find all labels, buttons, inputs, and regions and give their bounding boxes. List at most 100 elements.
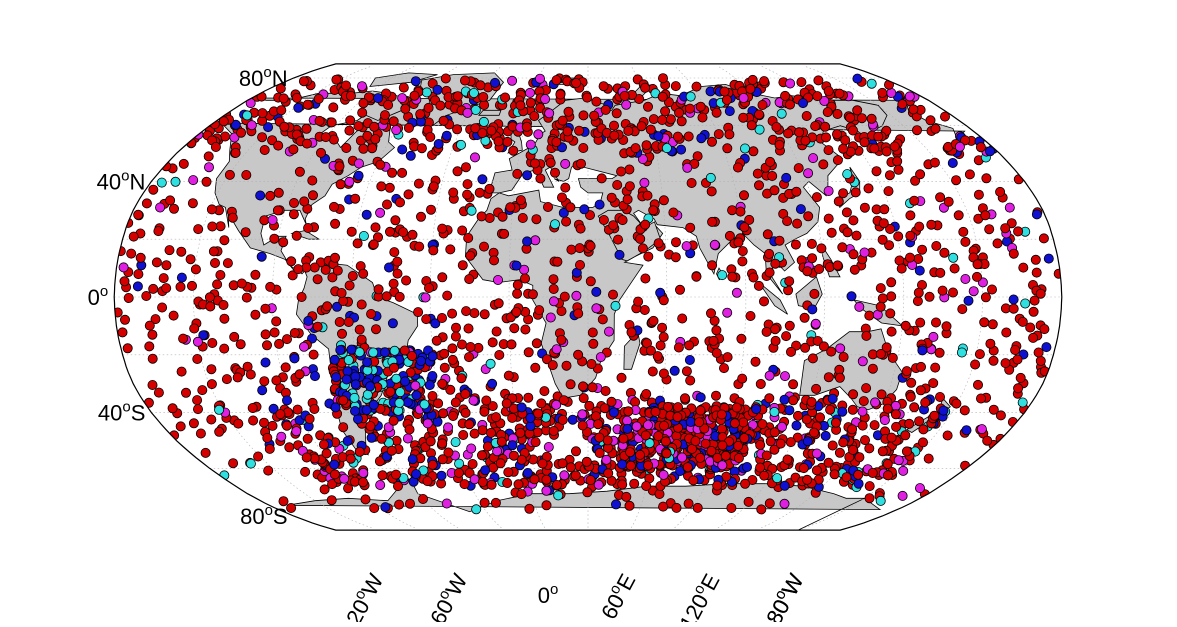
station-marker-red xyxy=(144,320,155,331)
station-marker-red xyxy=(576,158,587,169)
station-marker-blue xyxy=(807,304,818,315)
station-marker-cyan xyxy=(769,406,780,417)
station-marker-magenta xyxy=(785,78,796,89)
station-marker-red xyxy=(573,308,584,319)
station-marker-red xyxy=(257,108,268,119)
station-marker-cyan xyxy=(661,143,672,154)
station-marker-red xyxy=(695,452,706,463)
station-marker-magenta xyxy=(339,473,350,484)
station-marker-magenta xyxy=(540,94,551,105)
station-marker-blue xyxy=(676,144,687,155)
station-marker-red xyxy=(312,321,323,332)
station-marker-cyan xyxy=(421,87,432,98)
station-marker-blue xyxy=(1031,209,1042,220)
station-marker-blue xyxy=(257,385,268,396)
station-marker-red xyxy=(530,362,541,373)
station-marker-red xyxy=(790,239,801,250)
station-marker-red xyxy=(979,317,990,328)
station-marker-red xyxy=(435,100,446,111)
station-marker-red xyxy=(319,484,330,495)
station-marker-red xyxy=(273,187,284,198)
station-marker-red xyxy=(987,319,998,330)
station-marker-red xyxy=(958,226,969,237)
station-marker-red xyxy=(257,132,268,143)
station-marker-red xyxy=(178,333,189,344)
station-marker-red xyxy=(477,128,488,139)
station-marker-red xyxy=(806,396,817,407)
station-marker-red xyxy=(643,460,654,471)
station-marker-red xyxy=(759,296,770,307)
station-marker-red xyxy=(189,323,200,334)
station-marker-red xyxy=(200,447,211,458)
station-marker-cyan xyxy=(550,219,561,230)
station-marker-red xyxy=(438,408,449,419)
station-marker-cyan xyxy=(717,270,728,281)
station-marker-cyan xyxy=(1017,397,1028,408)
station-marker-red xyxy=(598,214,609,225)
station-marker-blue xyxy=(827,393,838,404)
station-marker-red xyxy=(547,360,558,371)
station-marker-cyan xyxy=(1020,298,1031,309)
station-marker-red xyxy=(858,396,869,407)
station-marker-cyan xyxy=(419,399,430,410)
station-marker-red xyxy=(341,142,352,153)
station-marker-magenta xyxy=(808,153,819,164)
station-marker-blue xyxy=(289,353,300,364)
station-marker-red xyxy=(469,308,480,319)
station-marker-red xyxy=(158,273,169,284)
station-marker-red xyxy=(459,479,470,490)
station-marker-red xyxy=(501,398,512,409)
station-marker-red xyxy=(943,196,954,207)
station-marker-red xyxy=(335,179,346,190)
station-marker-red xyxy=(328,102,339,113)
station-marker-red xyxy=(541,474,552,485)
station-marker-red xyxy=(905,391,916,402)
station-marker-red xyxy=(375,159,386,170)
station-marker-magenta xyxy=(709,239,720,250)
station-marker-red xyxy=(748,146,759,157)
station-marker-blue xyxy=(260,357,271,368)
station-marker-red xyxy=(571,446,582,457)
station-marker-magenta xyxy=(560,158,571,169)
station-marker-blue xyxy=(424,380,435,391)
land-sumatra xyxy=(758,282,788,315)
station-marker-red xyxy=(516,454,527,465)
station-marker-red xyxy=(821,132,832,143)
station-marker-red xyxy=(358,98,369,109)
station-marker-red xyxy=(800,135,811,146)
station-marker-blue xyxy=(373,93,384,104)
station-marker-red xyxy=(886,291,897,302)
station-marker-red xyxy=(842,227,853,238)
station-marker-red xyxy=(665,114,676,125)
station-marker-red xyxy=(338,295,349,306)
station-marker-red xyxy=(625,447,636,458)
station-marker-red xyxy=(719,363,730,374)
station-marker-blue xyxy=(263,122,274,133)
station-marker-red xyxy=(905,230,916,241)
station-marker-blue xyxy=(383,262,394,273)
station-marker-red xyxy=(729,418,740,429)
station-marker-red xyxy=(262,432,273,443)
station-marker-red xyxy=(1013,383,1024,394)
station-marker-red xyxy=(236,127,247,138)
station-marker-blue xyxy=(963,295,974,306)
station-marker-red xyxy=(641,140,652,151)
station-marker-red xyxy=(263,465,274,476)
station-marker-red xyxy=(733,237,744,248)
station-marker-red xyxy=(425,436,436,447)
station-marker-red xyxy=(187,198,198,209)
station-marker-red xyxy=(329,469,340,480)
station-marker-red xyxy=(640,273,651,284)
station-marker-red xyxy=(205,301,216,312)
station-marker-red xyxy=(764,498,775,509)
station-marker-red xyxy=(877,234,888,245)
station-marker-red xyxy=(161,283,172,294)
station-marker-red xyxy=(227,212,238,223)
station-marker-red xyxy=(586,358,597,369)
station-marker-blue xyxy=(433,138,444,149)
station-marker-red xyxy=(235,339,246,350)
station-marker-red xyxy=(645,124,656,135)
station-marker-red xyxy=(670,81,681,92)
station-marker-red xyxy=(616,372,627,383)
station-marker-magenta xyxy=(779,498,790,509)
